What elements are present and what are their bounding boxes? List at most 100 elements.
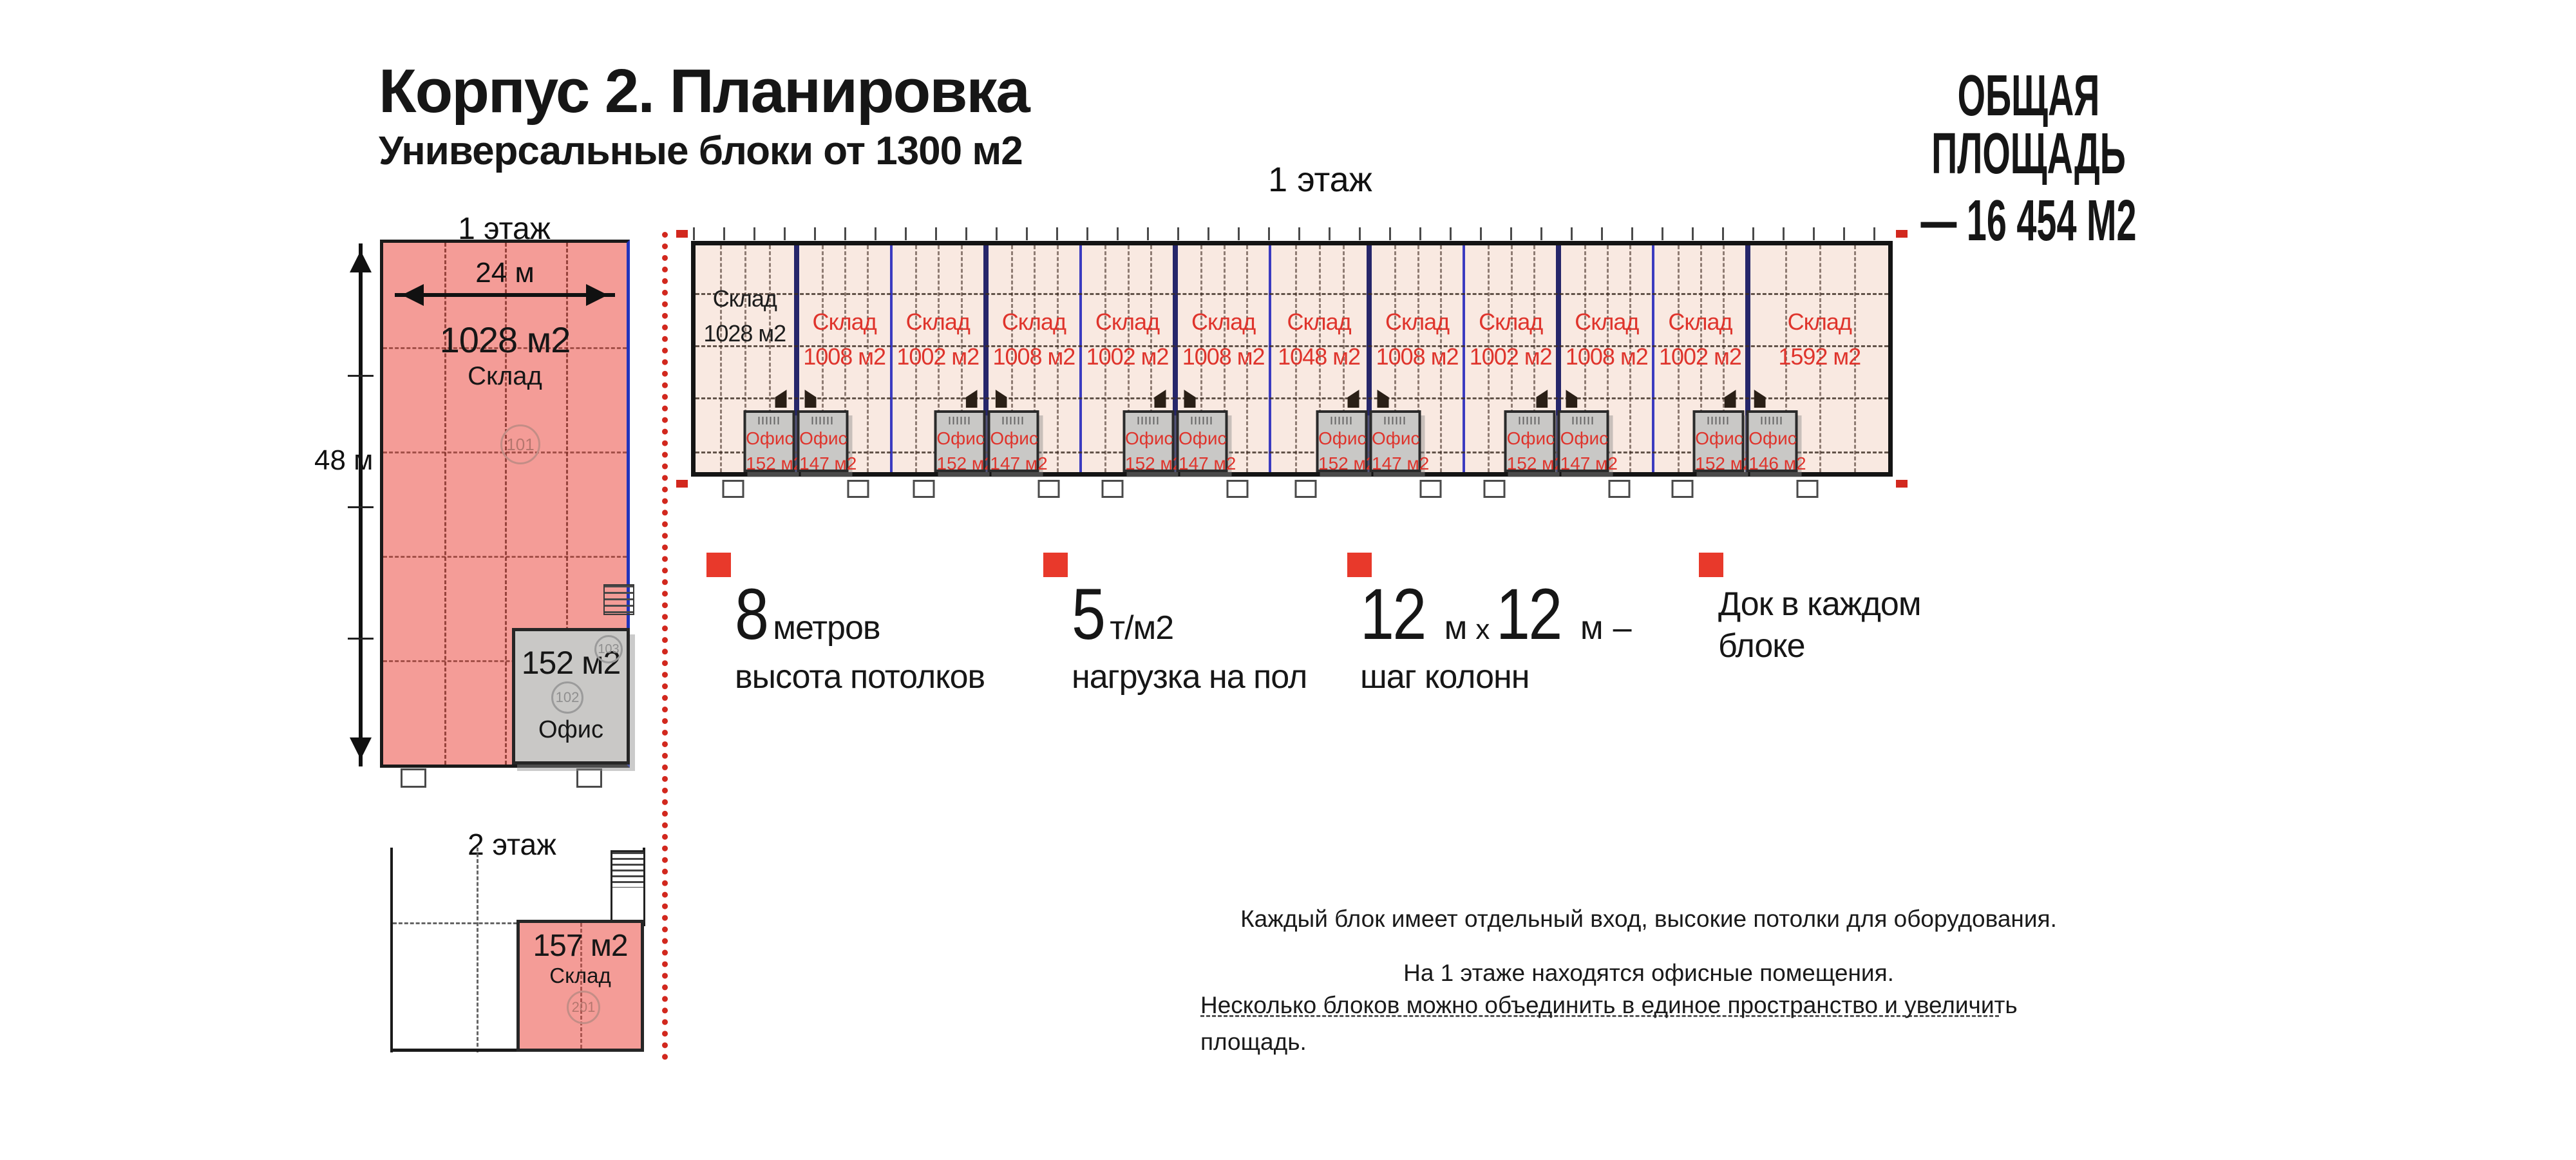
height-dimension-arrow <box>350 243 372 766</box>
floor1-long-plan: Склад 1028 м2 Склад 1008 м2 <box>676 227 1908 498</box>
dimension-tick <box>348 375 374 377</box>
office-area-value: 152 м2 <box>936 453 994 474</box>
grid-line <box>565 243 568 765</box>
office-pair: Офис 152 м2 Офис 147 м2 <box>1294 390 1442 498</box>
header: Корпус 2. Планировка Универсальные блоки… <box>379 59 1030 174</box>
column-grid-ticks <box>693 227 1891 240</box>
feature-unit: т/м2 <box>1110 609 1174 647</box>
red-square-bullet-icon <box>706 553 731 577</box>
office-room: Офис 152 м2 <box>934 410 994 473</box>
office-room: Офис 147 м2 <box>797 410 857 473</box>
stairs-icon <box>1191 417 1213 424</box>
office-label: Офис <box>799 428 848 448</box>
grid-line <box>1853 245 1856 472</box>
note-combine: Несколько блоков можно объединить в един… <box>1200 987 2096 1061</box>
door-icon <box>847 480 869 498</box>
office-pair: Офис 152 м2 Офис 147 м2 <box>722 390 869 498</box>
grid-line <box>1819 245 1822 472</box>
wall-line <box>390 1049 519 1052</box>
office-label: Офис <box>1318 428 1367 448</box>
grid-line <box>960 245 963 472</box>
door-icon <box>1037 480 1060 498</box>
grid-line <box>1034 245 1036 472</box>
warehouse-area-value: 1028 м2 <box>439 319 571 360</box>
stairs-icon <box>1761 417 1783 424</box>
stairs-icon <box>1519 417 1541 424</box>
grid-line <box>383 556 627 558</box>
feature-value: 12 <box>1360 574 1426 654</box>
warehouse-block-label: Склад 1002 м2 <box>1658 309 1742 370</box>
office-room: Офис 152 м2 <box>1316 410 1376 473</box>
grid-line <box>383 660 627 662</box>
grid-line <box>1056 245 1059 472</box>
section-marker-icon <box>1896 480 1908 488</box>
office-room: Офис 152 м2 <box>1122 410 1182 473</box>
office-label: Офис <box>538 716 604 743</box>
floor1-left-plan: 24 м 1028 м2 Склад 101 152 м2 102 103 Оф… <box>380 240 634 768</box>
warehouse-block: Склад 1002 м2 <box>1463 245 1556 472</box>
grid-line <box>1700 245 1702 472</box>
note-offices: На 1 этаже находятся офисные помещения. <box>1403 960 1894 986</box>
feature-caption: нагрузка на пол <box>1072 658 1307 696</box>
grid-line <box>914 245 917 472</box>
door-icon <box>576 768 602 788</box>
dashed-line <box>1200 1015 1999 1017</box>
door-icon <box>401 768 426 788</box>
stairs-icon <box>1002 417 1025 424</box>
door-icon <box>913 480 935 498</box>
grid-line <box>1011 245 1014 472</box>
wall-line <box>390 848 393 1052</box>
grid-line <box>696 345 1888 347</box>
note-entrances: Каждый блок имеет отдельный вход, высоки… <box>1240 906 2057 932</box>
grid-line <box>696 397 1888 399</box>
office-label: Офис <box>1748 428 1797 448</box>
grid-line <box>1343 245 1345 472</box>
grid-line <box>867 245 869 472</box>
feature-unit: м <box>1580 609 1604 647</box>
office-room-left: 152 м2 102 103 Офис <box>512 628 630 765</box>
section-marker-icon <box>1896 230 1908 238</box>
grid-line <box>1150 245 1152 472</box>
grid-line <box>821 245 824 472</box>
total-area-value: — 16 454 М2 <box>1920 189 2137 253</box>
office-area-value: 152 м2 <box>1318 453 1376 474</box>
stairs-icon <box>1384 417 1406 424</box>
red-square-bullet-icon <box>1347 553 1372 577</box>
office-room: Офис 152 м2 <box>743 410 803 473</box>
office-area-value: 146 м2 <box>1748 453 1806 474</box>
stairs-icon <box>1137 417 1159 424</box>
feature-caption: высота потолков <box>735 658 985 696</box>
office-area-value: 147 м2 <box>990 453 1048 474</box>
warehouse-block-label: Склад 1592 м2 <box>1778 309 1861 370</box>
grid-line <box>444 243 446 765</box>
office-area-value: 152 м2 <box>1125 453 1183 474</box>
grid-line <box>1606 245 1609 472</box>
door-icon <box>722 480 744 498</box>
section-marker-icon <box>676 480 688 488</box>
grid-line <box>696 452 1888 454</box>
stairs-icon <box>1707 417 1730 424</box>
warehouse-block-label: Склад 1008 м2 <box>1376 309 1459 370</box>
warehouse-blocks: Склад 1028 м2 Склад 1008 м2 <box>696 245 1888 472</box>
office-room: Офис 147 м2 <box>1369 410 1429 473</box>
office-label: Офис <box>990 428 1038 448</box>
feature-value: 5 <box>1072 574 1106 654</box>
grid-line <box>1394 245 1397 472</box>
office-label: Офис <box>1506 428 1555 448</box>
warehouse-area-value: 157 м2 <box>533 929 628 963</box>
office-area-value: 147 м2 <box>1179 453 1236 474</box>
grid-line <box>1127 245 1130 472</box>
door-icon <box>1101 480 1124 498</box>
door-icon <box>1419 480 1442 498</box>
warehouse-block-label: Склад 1002 м2 <box>1086 309 1170 370</box>
office-area-value: 152 м2 <box>746 453 804 474</box>
office-label: Офис <box>746 428 794 448</box>
office-room: Офис 152 м2 <box>1692 410 1753 473</box>
floor2-label: 2 этаж <box>468 828 556 861</box>
warehouse-block-label: Склад 1008 м2 <box>803 309 886 370</box>
page-subtitle: Универсальные блоки от 1300 м2 <box>379 128 1023 173</box>
warehouse-block-label: Склад 1008 м2 <box>1182 309 1265 370</box>
office-room: Офис 152 м2 <box>1504 410 1564 473</box>
stairs-icon <box>758 417 781 424</box>
feature-dash: – <box>1613 609 1632 647</box>
